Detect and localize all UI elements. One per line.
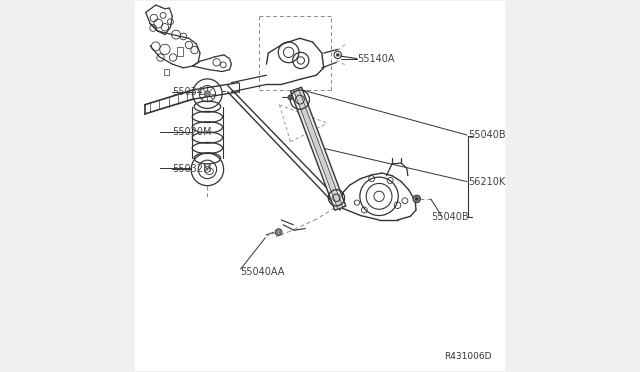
Bar [164, 68, 168, 75]
Text: 55040B: 55040B [468, 130, 506, 140]
Circle shape [204, 91, 211, 97]
Circle shape [415, 198, 418, 201]
Polygon shape [291, 87, 346, 210]
Polygon shape [294, 88, 343, 209]
Bar [177, 47, 184, 56]
Text: 55020M: 55020M [172, 128, 212, 138]
Text: R431006D: R431006D [444, 352, 492, 361]
Circle shape [275, 229, 282, 235]
Circle shape [336, 54, 339, 57]
Circle shape [288, 95, 293, 100]
Text: 55032M: 55032M [172, 164, 212, 174]
Text: 55040AA: 55040AA [241, 267, 285, 277]
Text: 55040B: 55040B [431, 212, 469, 222]
Text: 56210K: 56210K [468, 177, 506, 187]
Circle shape [413, 195, 420, 203]
Text: 55034: 55034 [172, 87, 203, 97]
Text: 55140A: 55140A [358, 54, 395, 64]
